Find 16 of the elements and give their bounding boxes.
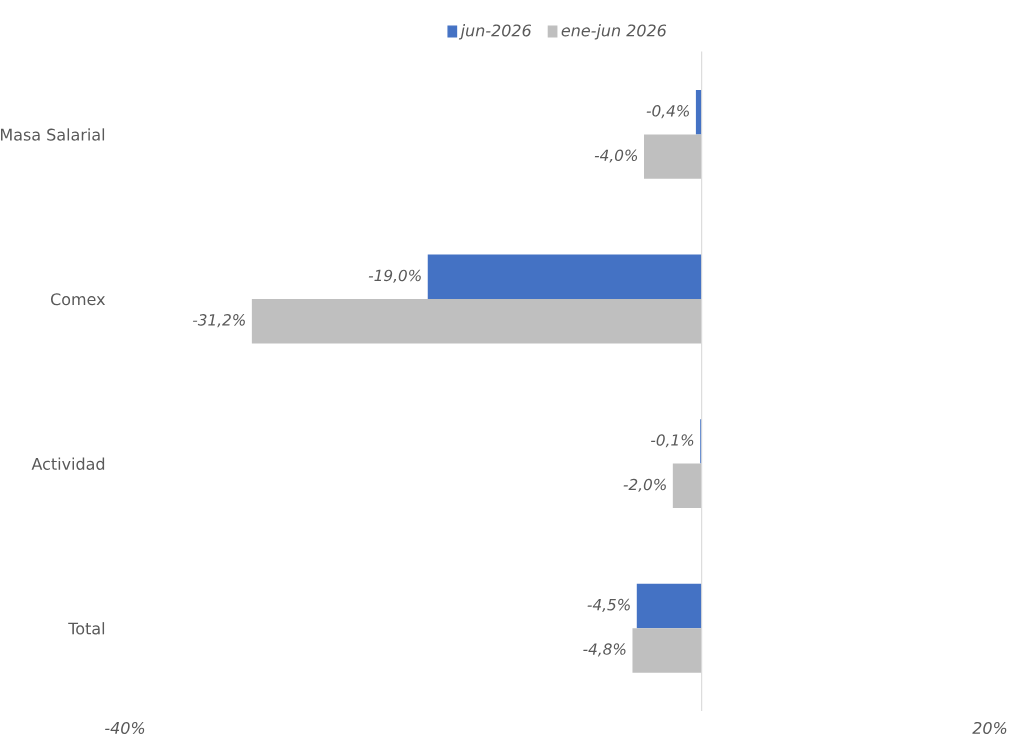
data-label: -31,2% <box>192 314 245 328</box>
data-label: -4,0% <box>594 149 638 163</box>
y-tick-label: Comex <box>50 293 106 306</box>
data-label: -0,4% <box>646 105 689 119</box>
data-label: -0,1% <box>651 434 694 448</box>
data-label: -4,8% <box>583 643 626 657</box>
x-tick-label: 20% <box>972 721 1007 734</box>
data-label: -4,5% <box>587 598 630 612</box>
y-tick-label: Masa Salarial <box>0 128 105 141</box>
y-tick-label: Total <box>68 622 105 635</box>
legend-label: jun-2026 <box>458 24 532 40</box>
y-tick-label: Actividad <box>31 457 105 470</box>
data-label: -2,0% <box>623 478 666 492</box>
legend-label: ene-jun 2026 <box>561 24 667 40</box>
x-tick-label: -40% <box>105 721 145 734</box>
data-label: -19,0% <box>368 269 421 283</box>
